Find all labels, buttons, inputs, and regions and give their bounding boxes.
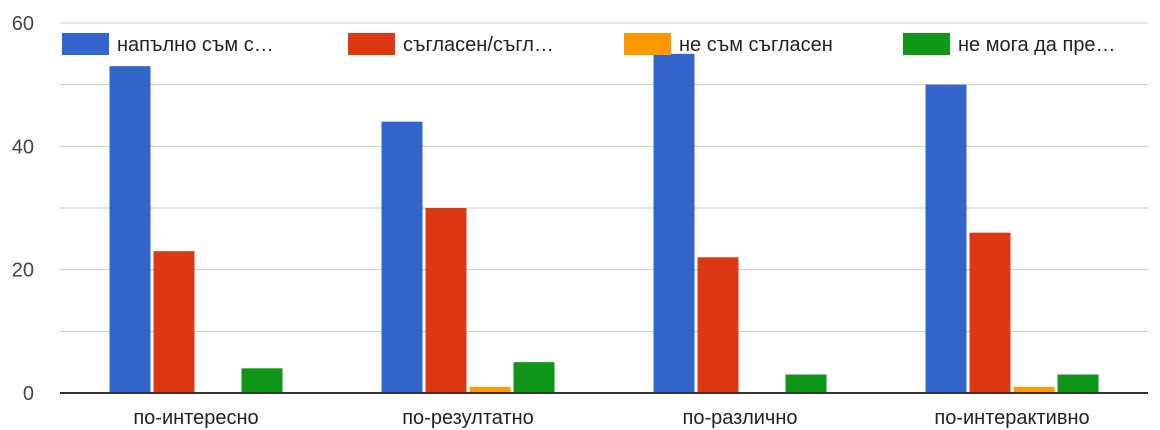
y-tick-label: 20 [12, 260, 34, 282]
x-tick-label: по-интерактивно [934, 407, 1089, 429]
bar [1057, 374, 1099, 393]
bar [925, 84, 967, 394]
bar [653, 53, 695, 393]
bar [969, 232, 1011, 393]
y-tick-label: 60 [12, 13, 34, 35]
y-tick-label: 40 [12, 136, 34, 158]
bar [785, 374, 827, 393]
bar [241, 368, 283, 393]
legend-label: не мога да пре… [958, 34, 1116, 56]
bars [109, 53, 1099, 394]
legend-swatch [348, 33, 395, 55]
legend-swatch [624, 33, 671, 55]
y-tick-label: 0 [23, 383, 34, 405]
legend-swatch [62, 33, 109, 55]
axes: 0 20 40 60 по-интересно по-резултатно по-разли… [12, 13, 1148, 429]
legend-label: напълно съм с… [117, 34, 274, 56]
bar [469, 386, 511, 393]
legend-label: съгласен/съгл… [403, 34, 554, 56]
bar [381, 121, 423, 394]
bar [1013, 386, 1055, 393]
x-tick-label: по-различно [682, 407, 797, 429]
legend-label: не съм съгласен [679, 34, 833, 56]
bar [513, 362, 555, 393]
bar [109, 66, 151, 394]
grid-lines [60, 22, 1148, 332]
x-tick-label: по-резултатно [402, 407, 534, 429]
x-tick-label: по-интересно [133, 407, 258, 429]
bar [153, 251, 195, 393]
legend: напълно съм с… съгласен/съгл… не съм съгла… [62, 33, 1116, 56]
legend-swatch [903, 33, 950, 55]
bar [425, 208, 467, 393]
bar [697, 257, 739, 393]
